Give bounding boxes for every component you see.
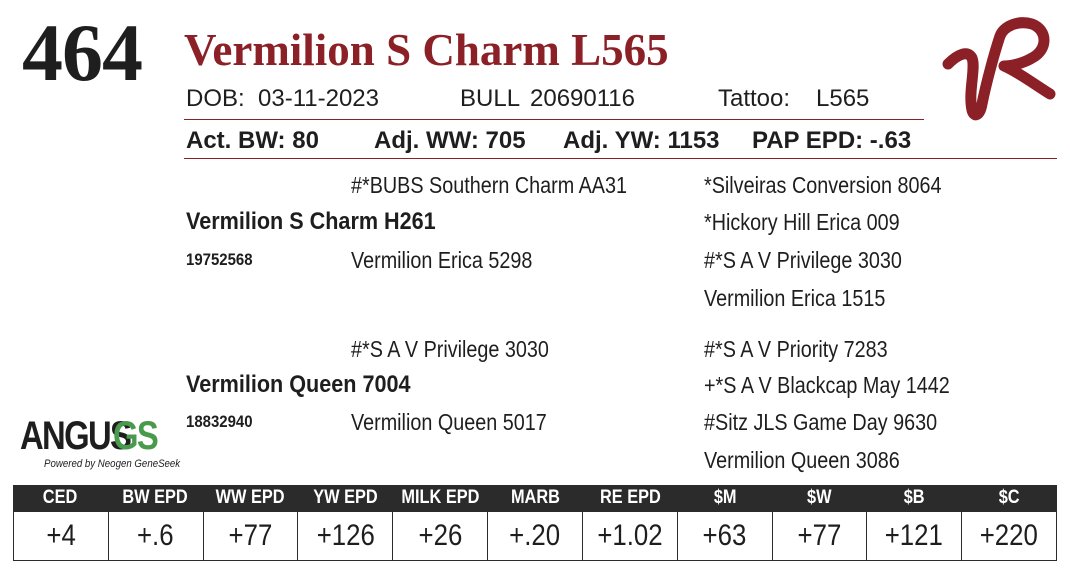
dam-dam-sire: #Sitz JLS Game Day 9630: [704, 409, 938, 435]
epd-value-cell: +63: [676, 512, 772, 560]
dam-sire-dam: +*S A V Blackcap May 1442: [704, 372, 950, 398]
epd-value: +77: [797, 519, 842, 552]
dam-sire: #*S A V Privilege 3030: [351, 336, 549, 362]
epd-header-cell: WW EPD: [203, 485, 298, 511]
lot-number: 464: [22, 7, 143, 98]
actual-birth-weight: Act. BW: 80: [186, 127, 319, 154]
dam-dam: Vermilion Queen 5017: [351, 409, 547, 435]
dam-dam-dam: Vermilion Queen 3086: [704, 447, 900, 473]
epd-value: +121: [885, 519, 944, 552]
angus-logo-gs: GS: [113, 414, 159, 458]
dam-registration: 18832940: [186, 412, 253, 431]
sire-sire-sire: *Silveiras Conversion 8064: [704, 172, 942, 198]
epd-header-cell: $B: [867, 485, 962, 511]
epd-header-cell: YW EPD: [298, 485, 393, 511]
epd-header-cell: $W: [772, 485, 867, 511]
epd-header-label: $M: [713, 487, 737, 508]
pap-epd: PAP EPD: -.63: [752, 127, 912, 154]
epd-value: +26: [418, 519, 463, 552]
epd-header-label: $B: [904, 487, 926, 508]
epd-header-label: $W: [807, 487, 832, 508]
epd-header-label: MILK EPD: [401, 487, 480, 508]
epd-value: +77: [228, 519, 273, 552]
adjusted-weaning-weight: Adj. WW: 705: [374, 127, 526, 154]
epd-header-label: BW EPD: [122, 487, 189, 508]
epd-value-cell: +1.02: [581, 512, 677, 560]
epd-value: +1.02: [597, 519, 663, 552]
tattoo-value: L565: [816, 85, 870, 112]
angus-logo-word: ANGUS: [20, 414, 132, 458]
epd-value-cell: +4: [14, 512, 108, 560]
epd-header-label: CED: [43, 487, 78, 508]
sex-value: BULL: [460, 85, 521, 112]
epd-value-cell: +220: [961, 512, 1056, 560]
epd-table: CED BW EPD WW EPD YW EPD MILK EPD MARB EPD RE …: [13, 485, 1057, 561]
epd-header-cell: CED: [13, 485, 108, 511]
dam-name: Vermilion Queen 7004: [186, 371, 411, 398]
epd-header-cell: MILK EPD: [393, 485, 488, 511]
epd-value-cell: +77: [771, 512, 867, 560]
epd-value-cell: +26: [392, 512, 487, 560]
adjusted-yearling-weight: Adj. YW: 1153: [563, 127, 720, 154]
sire-registration: 19752568: [186, 250, 253, 269]
sire-dam-sire: #*S A V Privilege 3030: [704, 247, 902, 273]
epd-value-row: +4 +.6 +77 +126 +26 +.20 +1.02 +63 +77 +121 +220: [13, 511, 1057, 561]
epd-value-cell: +126: [297, 512, 392, 560]
epd-header-cell: $C: [962, 485, 1057, 511]
epd-header-row: CED BW EPD WW EPD YW EPD MILK EPD MARB EPD RE …: [13, 485, 1057, 511]
dob-value: 03-11-2023: [258, 85, 379, 112]
epd-header-label: RE EPD: [599, 487, 661, 508]
sire-name: Vermilion S Charm H261: [186, 208, 436, 235]
epd-header-label: MARB EPD: [510, 487, 560, 508]
epd-header-label: $C: [999, 487, 1020, 508]
registration-number: 20690116: [530, 85, 635, 112]
epd-value-cell: +121: [866, 512, 961, 560]
epd-value: +126: [316, 519, 375, 552]
epd-header-cell: $M: [677, 485, 772, 511]
epd-value: +4: [46, 519, 76, 552]
sire-sire-dam: *Hickory Hill Erica 009: [704, 209, 900, 235]
animal-name: Vermilion S Charm L565: [184, 25, 669, 75]
sire-dam: Vermilion Erica 5298: [351, 247, 533, 273]
epd-value: +63: [702, 519, 747, 552]
epd-header-cell: BW EPD: [108, 485, 203, 511]
vermilion-brand-logo: [942, 17, 1056, 121]
epd-value-cell: +.6: [107, 512, 203, 560]
angus-logo-tagline: Powered by Neogen GeneSeek: [44, 458, 181, 470]
epd-value: +.20: [509, 519, 561, 552]
sire-sire: #*BUBS Southern Charm AA31: [351, 172, 627, 198]
divider-rule-1: [184, 119, 924, 120]
dam-sire-sire: #*S A V Priority 7283: [704, 336, 888, 362]
epd-value: +.6: [137, 519, 175, 552]
epd-header-label: YW EPD: [312, 487, 378, 508]
epd-value: +220: [979, 519, 1039, 552]
epd-header-cell: RE EPD: [582, 485, 677, 511]
epd-header-label: WW EPD: [215, 487, 285, 508]
epd-value-cell: +77: [202, 512, 298, 560]
epd-value-cell: +.20: [487, 512, 582, 560]
epd-header-cell: MARB EPD: [488, 485, 583, 511]
tattoo-label: Tattoo:: [718, 85, 791, 112]
dob-label: DOB:: [186, 85, 245, 112]
sire-dam-dam: Vermilion Erica 1515: [704, 285, 886, 311]
divider-rule-2: [184, 158, 1057, 159]
